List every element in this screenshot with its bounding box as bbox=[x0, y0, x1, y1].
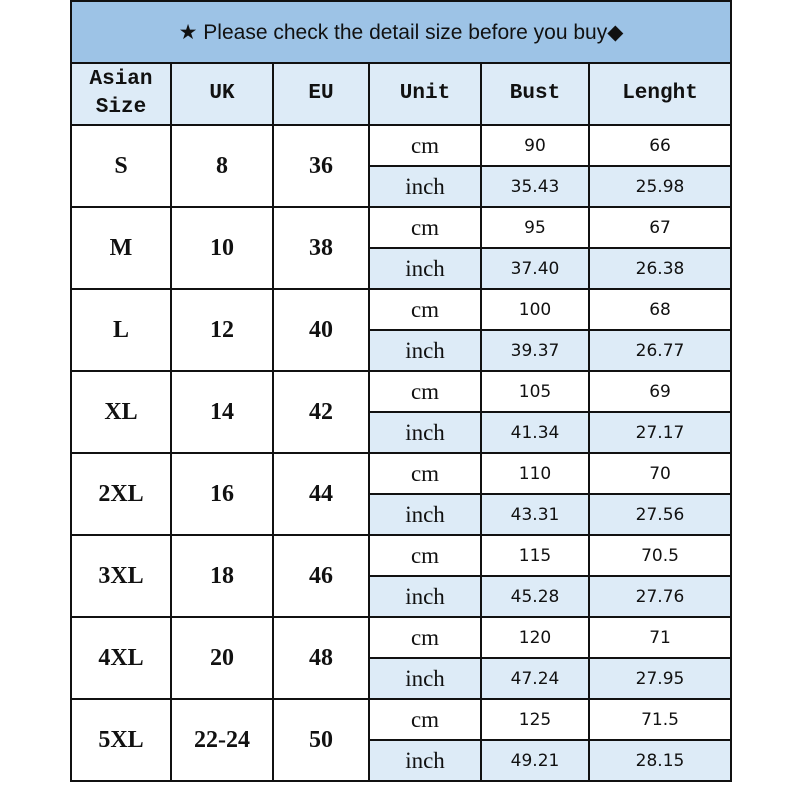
header-row: Asian Size UK EU Unit Bust Lenght bbox=[70, 62, 733, 126]
unit-cell: cm bbox=[368, 616, 482, 659]
size-row-cm: S 8 36 cm 90 66 bbox=[70, 124, 733, 208]
size-row-inch: inch 41.34 27.17 bbox=[71, 411, 733, 454]
asian-size-cell: 2XL bbox=[70, 452, 172, 536]
unit-cell: cm bbox=[368, 124, 482, 167]
bust-cell: 110 bbox=[480, 452, 590, 495]
size-chart-title: ★ Please check the detail size before yo… bbox=[69, 0, 733, 64]
size-row-cm: XL 14 42 cm 105 69 bbox=[70, 370, 733, 454]
eu-size-cell: 48 bbox=[272, 616, 370, 700]
unit-cell: cm bbox=[368, 534, 482, 577]
eu-size-cell: 38 bbox=[272, 206, 370, 290]
unit-cell: inch bbox=[368, 411, 482, 454]
size-row-inch: inch 37.40 26.38 bbox=[71, 247, 733, 290]
length-cell: 66 bbox=[587, 124, 733, 167]
length-cell: 26.77 bbox=[587, 329, 733, 372]
eu-size-cell: 50 bbox=[272, 698, 370, 782]
length-cell: 70.5 bbox=[587, 534, 733, 577]
uk-size-cell: 22-24 bbox=[170, 698, 274, 782]
size-row-inch: inch 39.37 26.77 bbox=[71, 329, 733, 372]
asian-size-cell: 5XL bbox=[70, 698, 172, 782]
bust-cell: 95 bbox=[480, 206, 590, 249]
uk-size-cell: 14 bbox=[170, 370, 274, 454]
uk-size-cell: 8 bbox=[170, 124, 274, 208]
unit-cell: cm bbox=[368, 452, 482, 495]
length-cell: 27.56 bbox=[587, 493, 733, 536]
bust-cell: 115 bbox=[480, 534, 590, 577]
bust-cell: 105 bbox=[480, 370, 590, 413]
size-row-inch: inch 45.28 27.76 bbox=[71, 575, 733, 618]
bust-cell: 43.31 bbox=[480, 493, 590, 536]
length-cell: 28.15 bbox=[587, 739, 733, 782]
unit-cell: cm bbox=[368, 288, 482, 331]
unit-cell: inch bbox=[368, 575, 482, 618]
length-cell: 67 bbox=[587, 206, 733, 249]
header-eu: EU bbox=[272, 62, 370, 126]
bust-cell: 41.34 bbox=[480, 411, 590, 454]
uk-size-cell: 16 bbox=[170, 452, 274, 536]
eu-size-cell: 40 bbox=[272, 288, 370, 372]
uk-size-cell: 18 bbox=[170, 534, 274, 618]
length-cell: 25.98 bbox=[587, 165, 733, 208]
uk-size-cell: 12 bbox=[170, 288, 274, 372]
length-cell: 71.5 bbox=[587, 698, 733, 741]
header-asian-size: Asian Size bbox=[70, 62, 172, 126]
size-row-cm: 3XL 18 46 cm 115 70.5 bbox=[70, 534, 733, 618]
length-cell: 71 bbox=[587, 616, 733, 659]
bust-cell: 125 bbox=[480, 698, 590, 741]
size-row-inch: inch 47.24 27.95 bbox=[71, 657, 733, 700]
asian-size-cell: XL bbox=[70, 370, 172, 454]
unit-cell: inch bbox=[368, 329, 482, 372]
unit-cell: inch bbox=[368, 247, 482, 290]
size-row-cm: 5XL 22-24 50 cm 125 71.5 bbox=[70, 698, 733, 782]
header-bust: Bust bbox=[480, 62, 590, 126]
size-row-inch: inch 49.21 28.15 bbox=[71, 739, 733, 782]
header-unit: Unit bbox=[368, 62, 482, 126]
size-row-inch: inch 35.43 25.98 bbox=[71, 165, 733, 208]
bust-cell: 39.37 bbox=[480, 329, 590, 372]
unit-cell: cm bbox=[368, 206, 482, 249]
asian-size-cell: L bbox=[70, 288, 172, 372]
size-row-cm: L 12 40 cm 100 68 bbox=[70, 288, 733, 372]
size-row-inch: inch 43.31 27.56 bbox=[71, 493, 733, 536]
asian-size-cell: S bbox=[70, 124, 172, 208]
uk-size-cell: 10 bbox=[170, 206, 274, 290]
title-row: ★ Please check the detail size before yo… bbox=[69, 0, 733, 64]
length-cell: 27.17 bbox=[587, 411, 733, 454]
eu-size-cell: 46 bbox=[272, 534, 370, 618]
bust-cell: 47.24 bbox=[480, 657, 590, 700]
bust-cell: 100 bbox=[480, 288, 590, 331]
length-cell: 27.95 bbox=[587, 657, 733, 700]
unit-cell: inch bbox=[368, 657, 482, 700]
size-row-cm: 4XL 20 48 cm 120 71 bbox=[70, 616, 733, 700]
bust-cell: 120 bbox=[480, 616, 590, 659]
length-cell: 26.38 bbox=[587, 247, 733, 290]
length-cell: 70 bbox=[587, 452, 733, 495]
size-row-cm: M 10 38 cm 95 67 bbox=[70, 206, 733, 290]
eu-size-cell: 42 bbox=[272, 370, 370, 454]
asian-size-cell: M bbox=[70, 206, 172, 290]
unit-cell: cm bbox=[368, 698, 482, 741]
bust-cell: 35.43 bbox=[480, 165, 590, 208]
length-cell: 68 bbox=[587, 288, 733, 331]
uk-size-cell: 20 bbox=[170, 616, 274, 700]
unit-cell: inch bbox=[368, 739, 482, 782]
unit-cell: inch bbox=[368, 493, 482, 536]
length-cell: 27.76 bbox=[587, 575, 733, 618]
bust-cell: 37.40 bbox=[480, 247, 590, 290]
header-length: Lenght bbox=[587, 62, 733, 126]
eu-size-cell: 36 bbox=[272, 124, 370, 208]
bust-cell: 45.28 bbox=[480, 575, 590, 618]
size-chart-table: ★ Please check the detail size before yo… bbox=[69, 0, 733, 782]
unit-cell: cm bbox=[368, 370, 482, 413]
header-uk: UK bbox=[170, 62, 274, 126]
asian-size-cell: 3XL bbox=[70, 534, 172, 618]
eu-size-cell: 44 bbox=[272, 452, 370, 536]
bust-cell: 49.21 bbox=[480, 739, 590, 782]
unit-cell: inch bbox=[368, 165, 482, 208]
asian-size-cell: 4XL bbox=[70, 616, 172, 700]
size-row-cm: 2XL 16 44 cm 110 70 bbox=[70, 452, 733, 536]
bust-cell: 90 bbox=[480, 124, 590, 167]
length-cell: 69 bbox=[587, 370, 733, 413]
